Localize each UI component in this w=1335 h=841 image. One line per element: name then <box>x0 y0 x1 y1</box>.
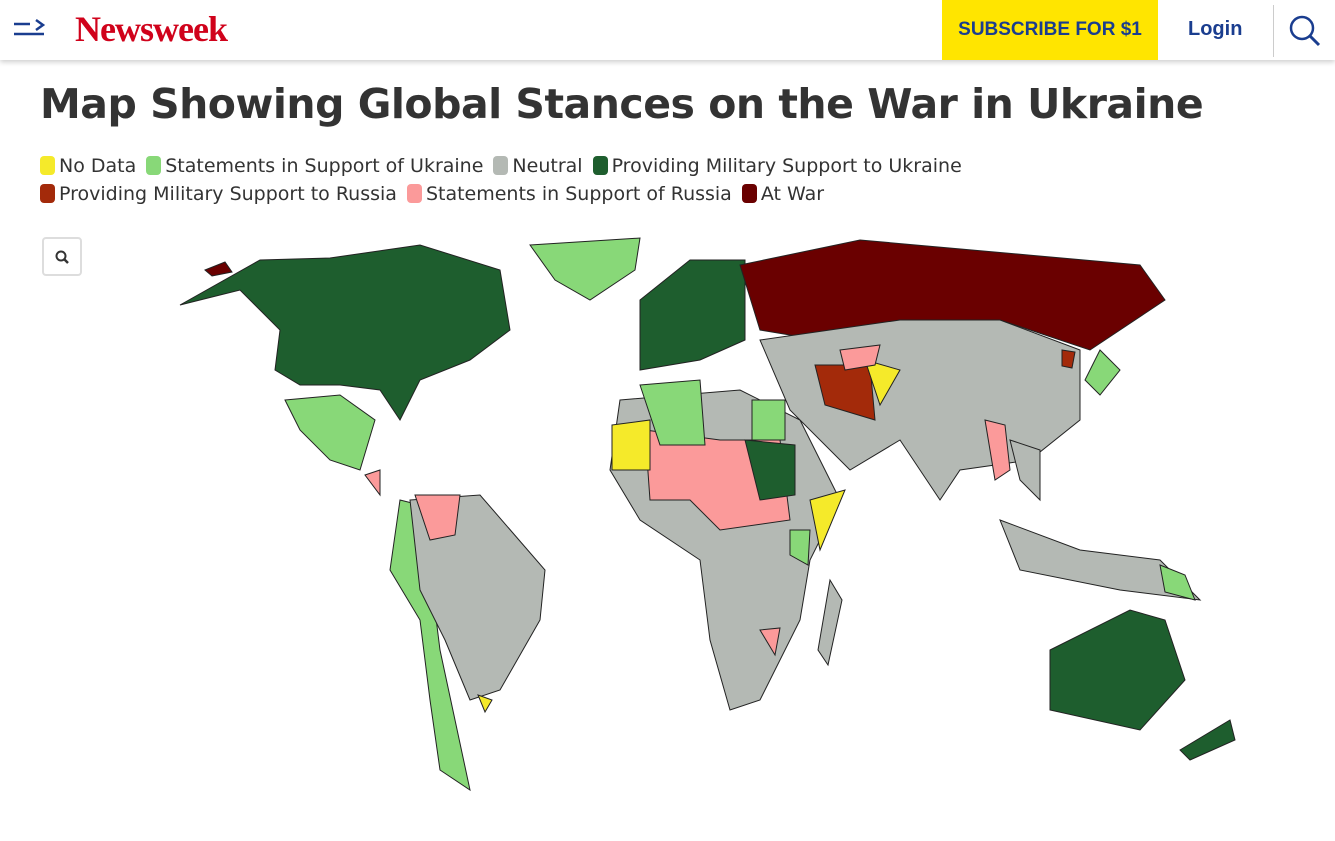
country[interactable] <box>839 344 881 371</box>
country[interactable] <box>759 627 781 657</box>
legend-item[interactable]: Providing Military Support to Ukraine <box>592 152 962 180</box>
country[interactable] <box>984 419 1011 481</box>
legend-item[interactable]: Neutral <box>493 152 583 180</box>
login-link[interactable]: Login <box>1188 18 1243 40</box>
country[interactable] <box>744 439 796 501</box>
country[interactable] <box>864 359 901 407</box>
country[interactable] <box>817 578 843 667</box>
legend-label: Providing Military Support to Ukraine <box>611 155 962 177</box>
country[interactable] <box>364 469 381 497</box>
country[interactable] <box>1009 439 1041 502</box>
world-map <box>179 237 1236 792</box>
country[interactable] <box>739 239 1166 351</box>
legend-label: Providing Military Support to Russia <box>59 183 397 205</box>
legend-swatch <box>40 156 55 175</box>
legend-item[interactable]: Providing Military Support to Russia <box>40 180 397 208</box>
country[interactable] <box>477 694 493 714</box>
separator <box>1273 5 1274 57</box>
country[interactable] <box>751 399 786 441</box>
country[interactable] <box>179 244 511 421</box>
subscribe-button[interactable]: SUBSCRIBE FOR $1 <box>942 0 1158 60</box>
legend-swatch <box>493 156 509 175</box>
menu-icon[interactable] <box>12 18 48 42</box>
legend-swatch <box>146 156 162 175</box>
search-icon[interactable] <box>1288 14 1322 48</box>
logo[interactable]: Newsweek <box>75 9 228 49</box>
legend: No Data Statements in Support of Ukraine N… <box>40 152 1060 208</box>
country[interactable] <box>639 259 746 371</box>
legend-label: Statements in Support of Ukraine <box>165 155 484 177</box>
legend-label: No Data <box>59 155 137 177</box>
country[interactable] <box>1084 349 1121 396</box>
header: Newsweek SUBSCRIBE FOR $1 Login <box>0 0 1335 60</box>
legend-label: Statements in Support of Russia <box>425 183 732 205</box>
legend-swatch <box>741 184 757 203</box>
zoom-icon <box>55 250 69 264</box>
title: Map Showing Global Stances on the War in… <box>40 80 1204 128</box>
country[interactable] <box>809 489 846 552</box>
legend-label: At War <box>760 183 825 205</box>
zoom-button[interactable] <box>42 237 82 276</box>
legend-label: Neutral <box>512 155 583 177</box>
country[interactable] <box>284 394 376 471</box>
country[interactable] <box>1061 349 1076 369</box>
legend-item[interactable]: At War <box>741 180 825 208</box>
country[interactable] <box>789 529 811 566</box>
country[interactable] <box>611 419 651 471</box>
legend-swatch <box>592 156 608 175</box>
legend-item[interactable]: Statements in Support of Ukraine <box>146 152 483 180</box>
country[interactable] <box>639 379 706 446</box>
legend-item[interactable]: Statements in Support of Russia <box>406 180 732 208</box>
country[interactable] <box>204 261 233 277</box>
country[interactable] <box>999 519 1202 601</box>
country[interactable] <box>1159 564 1196 601</box>
country[interactable] <box>409 494 546 701</box>
legend-item[interactable]: No Data <box>40 152 136 180</box>
country[interactable] <box>529 237 641 301</box>
country[interactable] <box>414 494 461 541</box>
legend-swatch <box>40 184 55 203</box>
country[interactable] <box>1179 719 1236 761</box>
country[interactable] <box>1049 609 1186 731</box>
legend-swatch <box>406 184 422 203</box>
